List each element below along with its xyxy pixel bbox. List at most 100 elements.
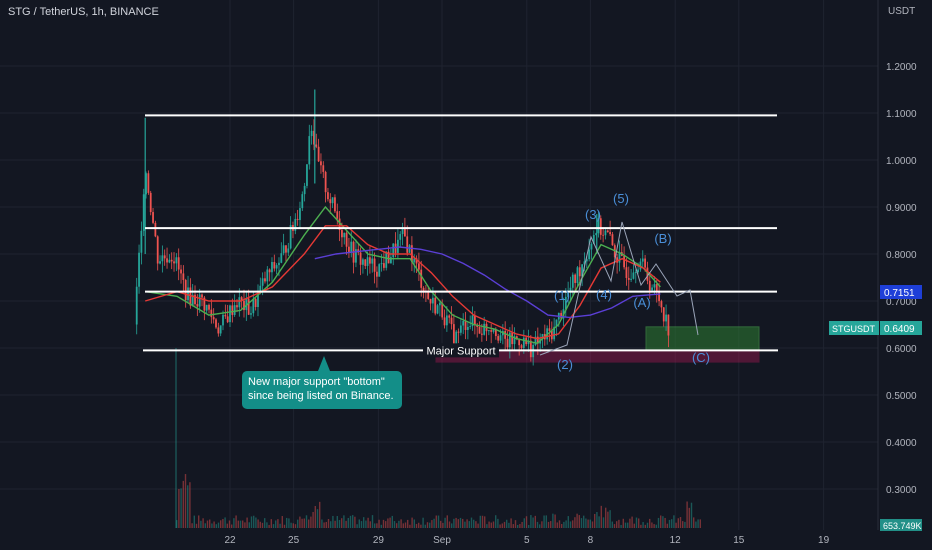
- volume-bar: [369, 521, 371, 528]
- candle-body: [644, 258, 646, 268]
- candle-body: [252, 298, 255, 314]
- elliott-wave-path: [539, 221, 699, 356]
- volume-bar: [576, 513, 578, 528]
- candle-body: [145, 173, 147, 195]
- volume-bar: [193, 515, 195, 528]
- x-tick-label: 5: [524, 535, 530, 546]
- volume-bar: [627, 522, 629, 528]
- candle-body: [180, 269, 182, 274]
- volume-bar: [286, 517, 288, 528]
- volume-bar: [561, 523, 563, 528]
- candle-body: [637, 269, 639, 273]
- volume-bar: [413, 519, 415, 528]
- candle-body: [135, 286, 138, 325]
- wave-labels: (1) (2) (3) (4) (5) (A) (B) (C): [554, 191, 710, 372]
- volume-bar: [598, 516, 600, 528]
- candle-body: [576, 267, 579, 283]
- volume-bar: [198, 515, 200, 528]
- candle-body: [329, 199, 332, 204]
- volume-bar: [354, 516, 356, 528]
- volume-bar: [358, 519, 360, 528]
- y-tick-label: 0.8000: [886, 250, 917, 261]
- volume-bar: [407, 519, 409, 528]
- candle-body: [588, 249, 591, 260]
- volume-bar: [585, 518, 587, 528]
- candle-body: [273, 261, 276, 269]
- volume-bar: [596, 511, 598, 528]
- volume-bar: [440, 520, 442, 528]
- candle-body: [595, 233, 598, 235]
- candle-body: [623, 255, 626, 268]
- volume-bar: [378, 519, 380, 528]
- candle-body: [529, 340, 532, 358]
- volume-bar: [338, 520, 341, 528]
- volume-bar: [334, 520, 336, 528]
- candle-body: [420, 269, 423, 288]
- volume-bar: [259, 521, 261, 528]
- volume-bar: [224, 517, 226, 528]
- volume-bar: [517, 524, 519, 528]
- volume-bar: [327, 518, 330, 528]
- price-tags: 0.7151 STGUSDT 0.6409 653.749K: [829, 285, 922, 531]
- volume-bar: [191, 523, 193, 528]
- candle-body: [483, 323, 486, 335]
- volume-bar: [591, 521, 594, 528]
- candle-body: [303, 185, 306, 195]
- volume-bar: [257, 519, 259, 528]
- volume-bar: [638, 518, 640, 528]
- candle-body: [191, 294, 194, 306]
- candle-body: [648, 280, 651, 291]
- volume-bar: [398, 520, 400, 528]
- callout-line-2: since being listed on Binance.: [248, 390, 394, 402]
- candle-body: [497, 336, 500, 341]
- candle-body: [245, 298, 248, 311]
- x-tick-label: 19: [818, 535, 830, 546]
- candle-body: [161, 255, 164, 262]
- candle-body: [606, 230, 609, 233]
- candle-body: [473, 315, 476, 325]
- volume-bar: [677, 518, 679, 528]
- candle-body: [271, 261, 273, 273]
- candle-body: [243, 300, 245, 311]
- volume-bar: [484, 516, 486, 528]
- volume-bar: [642, 522, 644, 528]
- wave-label: (1): [554, 288, 570, 303]
- volume-bar: [206, 520, 209, 528]
- volume-bar: [565, 520, 567, 528]
- candle-body: [548, 328, 551, 331]
- volume-bar: [341, 518, 343, 528]
- volume-bar: [506, 519, 508, 528]
- volume-bar: [497, 518, 499, 528]
- candle-body: [345, 232, 348, 247]
- volume-bar: [539, 524, 541, 528]
- volume-bar: [385, 521, 387, 528]
- candle-body: [264, 278, 266, 282]
- volume-bar: [215, 524, 217, 528]
- support-label-bg: [423, 343, 499, 358]
- support-label: Major Support: [426, 345, 495, 357]
- candle-body: [369, 257, 371, 264]
- candle-body: [480, 333, 483, 335]
- candle-body: [443, 317, 446, 326]
- candle-body: [175, 257, 178, 264]
- volume-tag-bg: [880, 519, 922, 531]
- x-tick-label: 12: [670, 535, 682, 546]
- candle-body: [585, 259, 588, 262]
- candle-body: [350, 241, 353, 253]
- volume-bar: [433, 518, 435, 528]
- candle-body: [646, 267, 649, 281]
- candle-body: [168, 259, 171, 263]
- volume-bar: [543, 515, 545, 528]
- candle-body: [662, 307, 665, 322]
- candle-body: [159, 261, 161, 264]
- candle-body: [513, 336, 516, 345]
- candle-body: [173, 261, 175, 264]
- volume-bar: [345, 520, 347, 528]
- y-tick-label: 1.1000: [886, 109, 917, 120]
- candle-body: [466, 326, 469, 330]
- volume-bar: [468, 521, 470, 528]
- candle-body: [583, 261, 586, 265]
- volume-bar: [457, 519, 459, 528]
- volume-bar: [424, 524, 426, 528]
